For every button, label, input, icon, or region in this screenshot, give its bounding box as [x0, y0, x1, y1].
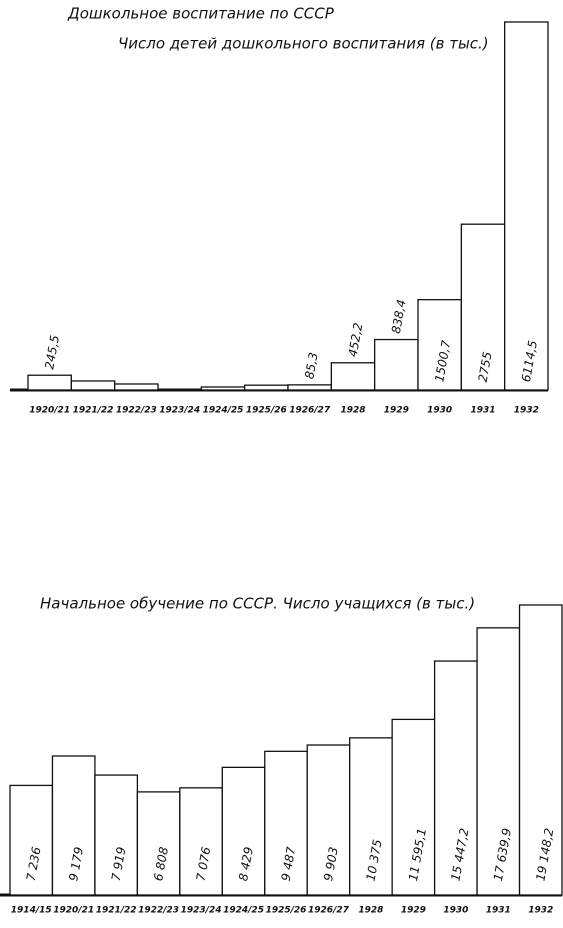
x-tick-label: 1921/22	[96, 906, 137, 916]
value-label: 7 236	[24, 846, 44, 883]
bar	[433, 660, 478, 896]
bar	[374, 338, 419, 391]
bar	[94, 774, 139, 896]
x-tick-label: 1921/22	[73, 406, 114, 416]
bar	[9, 784, 54, 896]
x-tick-label: 1929	[384, 406, 409, 416]
value-label: 7 076	[194, 846, 214, 883]
x-tick-label: 1928	[340, 406, 365, 416]
x-tick-label: 1930	[427, 406, 452, 416]
value-label: 6 808	[151, 846, 171, 883]
x-tick-label: 1926/27	[289, 406, 331, 416]
bar	[504, 21, 549, 391]
value-label: 9 903	[321, 846, 341, 882]
x-tick-label: 1932	[528, 906, 553, 916]
value-label: 9 179	[66, 846, 86, 882]
x-tick-label: 1931	[486, 906, 511, 916]
bar	[179, 787, 223, 896]
bar	[287, 384, 332, 391]
x-tick-label: 1925/26	[246, 406, 287, 416]
bar	[330, 362, 376, 391]
bar	[200, 386, 246, 391]
bar	[244, 384, 289, 391]
x-tick-label: 1928	[358, 906, 383, 916]
bar	[391, 718, 436, 896]
value-label: 9 487	[279, 846, 299, 883]
x-tick-label: 1922/23	[116, 406, 157, 416]
bar	[306, 744, 351, 896]
bar	[70, 380, 116, 391]
bar	[136, 791, 181, 896]
x-tick-label: 1924/25	[203, 406, 244, 416]
value-label: 85,3	[302, 351, 320, 380]
value-label: 2755	[476, 351, 495, 384]
bar	[264, 750, 308, 896]
value-label: 838,4	[389, 298, 409, 334]
x-tick-label: 1922/23	[138, 906, 179, 916]
bar	[460, 223, 506, 391]
x-tick-label: 1931	[470, 406, 495, 416]
x-tick-label: 1920/21	[53, 906, 94, 916]
bar	[27, 374, 72, 391]
bar	[518, 604, 563, 896]
x-tick-label: 1923/24	[159, 406, 200, 416]
value-label: 245,5	[42, 334, 62, 370]
x-tick-label: 1914/15	[11, 906, 52, 916]
x-tick-label: 1920/21	[29, 406, 70, 416]
chart-title: Начальное обучение по СССР. Число учащих…	[40, 595, 475, 613]
value-label: 452,2	[346, 322, 366, 358]
value-label: 7 919	[109, 846, 129, 882]
x-tick-label: 1923/24	[181, 906, 222, 916]
x-tick-label: 1932	[514, 406, 539, 416]
value-label: 8 429	[236, 846, 256, 882]
bar	[51, 755, 96, 896]
x-tick-label: 1925/26	[266, 906, 307, 916]
bar	[476, 627, 521, 896]
bar	[349, 737, 393, 896]
x-tick-label: 1926/27	[308, 906, 350, 916]
x-tick-label: 1924/25	[223, 906, 264, 916]
bar	[114, 383, 159, 391]
chart-title: Дошкольное воспитание по СССР	[67, 5, 335, 23]
x-tick-label: 1930	[443, 906, 468, 916]
bar	[221, 766, 266, 896]
x-tick-label: 1929	[401, 906, 426, 916]
chart-subtitle: Число детей дошкольного воспитания (в ты…	[118, 35, 489, 53]
